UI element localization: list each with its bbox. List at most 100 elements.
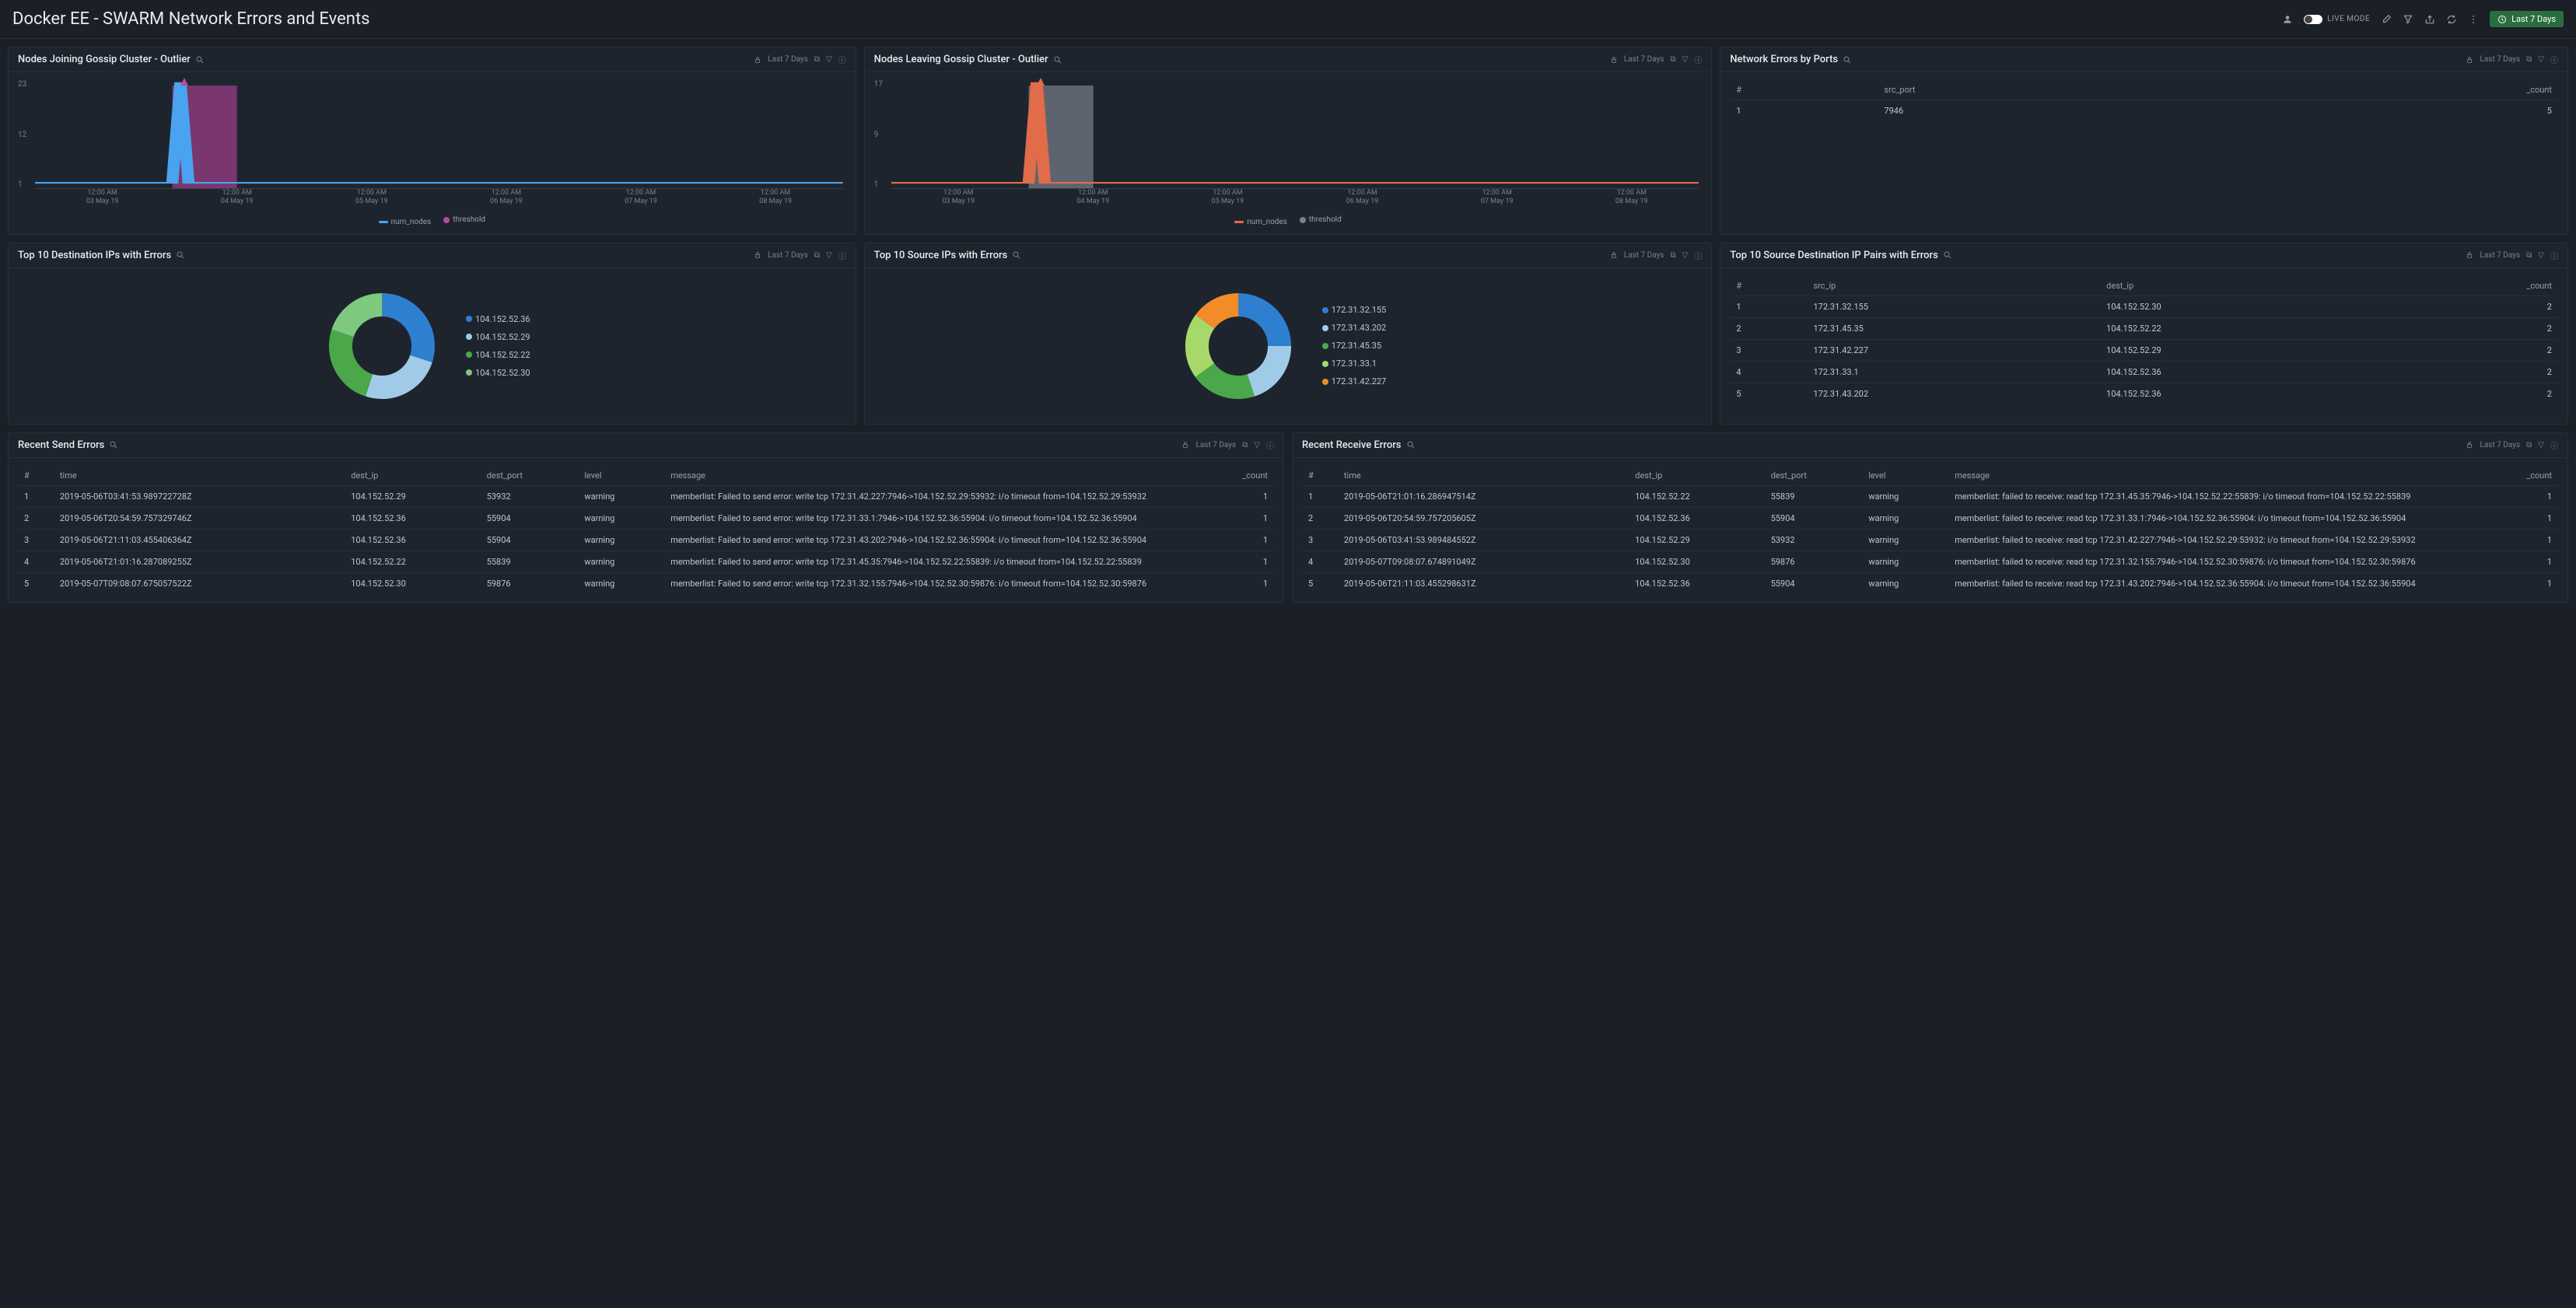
copy-icon[interactable]: ⧉ — [1242, 441, 1248, 449]
legend-item[interactable]: 104.152.52.22 — [466, 350, 530, 360]
join-legend: num_nodesthreshold — [18, 215, 846, 226]
lock-icon — [754, 56, 761, 64]
legend-item[interactable]: 104.152.52.30 — [466, 368, 530, 378]
spike-marker — [180, 77, 188, 88]
table-row[interactable]: 12019-05-06T21:01:16.286947514Z104.152.5… — [1302, 485, 2558, 507]
lock-icon — [2466, 251, 2473, 259]
table-row[interactable]: 12019-05-06T03:41:53.989722728Z104.152.5… — [18, 485, 1274, 507]
join-chart[interactable]: 23121 12:00 AM03 May 1912:00 AM04 May 19… — [18, 80, 846, 212]
legend-item[interactable]: 172.31.32.155 — [1322, 305, 1387, 315]
filter-icon[interactable]: ▽ — [826, 251, 832, 260]
table-row[interactable]: 2172.31.45.35104.152.52.222 — [1730, 317, 2558, 339]
legend-item[interactable]: 172.31.45.35 — [1322, 341, 1387, 351]
table-row[interactable]: 52019-05-06T21:11:03.455298631Z104.152.5… — [1302, 572, 2558, 594]
table-row[interactable]: 22019-05-06T20:54:59.757329746Z104.152.5… — [18, 507, 1274, 529]
legend-item[interactable]: 172.31.43.202 — [1322, 323, 1387, 333]
dest-ips-legend: 104.152.52.36 104.152.52.29 104.152.52.22 1… — [460, 314, 537, 378]
table-row[interactable]: 42019-05-06T21:01:16.287089255Z104.152.5… — [18, 551, 1274, 572]
pairs-table[interactable]: #src_ipdest_ip_count1172.31.32.155104.15… — [1730, 276, 2558, 404]
search-icon[interactable] — [176, 250, 185, 260]
info-icon[interactable]: ⓘ — [838, 250, 846, 261]
lock-icon — [754, 251, 761, 259]
search-icon[interactable] — [1012, 250, 1021, 260]
search-icon[interactable] — [1053, 55, 1062, 65]
info-icon[interactable]: ⓘ — [838, 54, 846, 65]
table-row[interactable]: 22019-05-06T20:54:59.757205605Z104.152.5… — [1302, 507, 2558, 529]
legend-item[interactable]: 104.152.52.36 — [466, 314, 530, 324]
search-icon[interactable] — [1406, 440, 1416, 449]
dest-ips-donut[interactable] — [327, 292, 436, 400]
table-row[interactable]: 4172.31.33.1104.152.52.362 — [1730, 361, 2558, 383]
table-row[interactable]: 52019-05-07T09:08:07.675057522Z104.152.5… — [18, 572, 1274, 594]
panel-time: Last 7 Days — [1624, 251, 1664, 260]
table-row[interactable]: 32019-05-06T21:11:03.455406364Z104.152.5… — [18, 529, 1274, 551]
table-row[interactable]: 179465 — [1730, 100, 2558, 122]
info-icon[interactable]: ⓘ — [1694, 250, 1702, 261]
panel-title: Network Errors by Ports — [1730, 54, 1838, 65]
search-icon[interactable] — [1843, 55, 1852, 65]
info-icon[interactable]: ⓘ — [1266, 439, 1274, 451]
table-row[interactable]: 3172.31.42.227104.152.52.292 — [1730, 339, 2558, 361]
more-icon[interactable] — [2468, 14, 2479, 25]
info-icon[interactable]: ⓘ — [2550, 250, 2558, 261]
panel-recent-send-errors: Recent Send Errors Last 7 Days ⧉ ▽ ⓘ #ti… — [8, 432, 1284, 603]
lock-icon — [1610, 56, 1618, 64]
panel-time: Last 7 Days — [768, 55, 808, 64]
panel-nodes-leaving: Nodes Leaving Gossip Cluster - Outlier L… — [864, 47, 1713, 235]
panel-recent-receive-errors: Recent Receive Errors Last 7 Days ⧉ ▽ ⓘ … — [1292, 432, 2568, 603]
share-icon[interactable] — [2424, 14, 2435, 25]
panel-title: Recent Receive Errors — [1302, 439, 1402, 451]
table-row[interactable]: 32019-05-06T03:41:53.989484552Z104.152.5… — [1302, 529, 2558, 551]
legend-item[interactable]: 172.31.42.227 — [1322, 376, 1387, 386]
table-row[interactable]: 42019-05-07T09:08:07.674891049Z104.152.5… — [1302, 551, 2558, 572]
copy-icon[interactable]: ⧉ — [1670, 251, 1675, 260]
info-icon[interactable]: ⓘ — [1694, 54, 1702, 65]
leave-legend: num_nodesthreshold — [874, 215, 1703, 226]
src-ips-donut[interactable] — [1184, 292, 1293, 400]
refresh-icon[interactable] — [2446, 14, 2457, 25]
copy-icon[interactable]: ⧉ — [2526, 441, 2532, 449]
user-icon[interactable] — [2282, 14, 2293, 25]
legend-item[interactable]: 104.152.52.29 — [466, 332, 530, 342]
table-row[interactable]: 5172.31.43.202104.152.52.362 — [1730, 383, 2558, 404]
filter-icon[interactable]: ▽ — [2538, 441, 2544, 449]
header-controls: LIVE MODE Last 7 Days — [2282, 11, 2564, 27]
toggle-switch[interactable] — [2304, 15, 2322, 24]
time-range-button[interactable]: Last 7 Days — [2490, 11, 2564, 27]
recv-errors-table[interactable]: #timedest_ipdest_portlevelmessage_count1… — [1302, 466, 2558, 594]
filter-icon[interactable]: ▽ — [1682, 55, 1689, 64]
panel-time: Last 7 Days — [2480, 441, 2520, 449]
copy-icon[interactable]: ⧉ — [814, 55, 820, 64]
panel-time: Last 7 Days — [1195, 441, 1236, 449]
filter-icon[interactable]: ▽ — [826, 55, 832, 64]
send-errors-table[interactable]: #timedest_ipdest_portlevelmessage_count1… — [18, 466, 1274, 594]
filter-icon[interactable]: ▽ — [1682, 251, 1689, 260]
panel-time: Last 7 Days — [768, 251, 808, 260]
leave-chart[interactable]: 1791 12:00 AM03 May 1912:00 AM04 May 191… — [874, 80, 1703, 212]
filter-icon[interactable]: ▽ — [2538, 251, 2544, 260]
search-icon[interactable] — [195, 55, 205, 65]
panel-network-errors-ports: Network Errors by Ports Last 7 Days ⧉ ▽ … — [1720, 47, 2568, 235]
copy-icon[interactable]: ⧉ — [2526, 55, 2532, 64]
dashboard-header: Docker EE - SWARM Network Errors and Eve… — [0, 0, 2576, 39]
info-icon[interactable]: ⓘ — [2550, 439, 2558, 451]
legend-item[interactable]: 172.31.33.1 — [1322, 358, 1387, 369]
search-icon[interactable] — [109, 440, 118, 449]
copy-icon[interactable]: ⧉ — [2526, 251, 2532, 260]
copy-icon[interactable]: ⧉ — [1670, 55, 1675, 64]
live-mode-toggle[interactable]: LIVE MODE — [2304, 15, 2370, 24]
filter-icon[interactable]: ▽ — [1254, 441, 1260, 449]
search-icon[interactable] — [1943, 250, 1952, 260]
edit-icon[interactable] — [2381, 14, 2392, 25]
panel-title: Recent Send Errors — [18, 439, 104, 451]
lock-icon — [2466, 56, 2473, 64]
info-icon[interactable]: ⓘ — [2550, 54, 2558, 65]
panel-title: Top 10 Source IPs with Errors — [874, 250, 1008, 261]
copy-icon[interactable]: ⧉ — [814, 251, 820, 260]
clock-icon — [2497, 15, 2507, 24]
panel-src-ips: Top 10 Source IPs with Errors Last 7 Day… — [864, 243, 1713, 425]
ports-table[interactable]: #src_port_count179465 — [1730, 80, 2558, 121]
filter-icon[interactable]: ▽ — [2538, 55, 2544, 64]
table-row[interactable]: 1172.31.32.155104.152.52.302 — [1730, 296, 2558, 317]
filter-icon[interactable] — [2403, 14, 2413, 25]
